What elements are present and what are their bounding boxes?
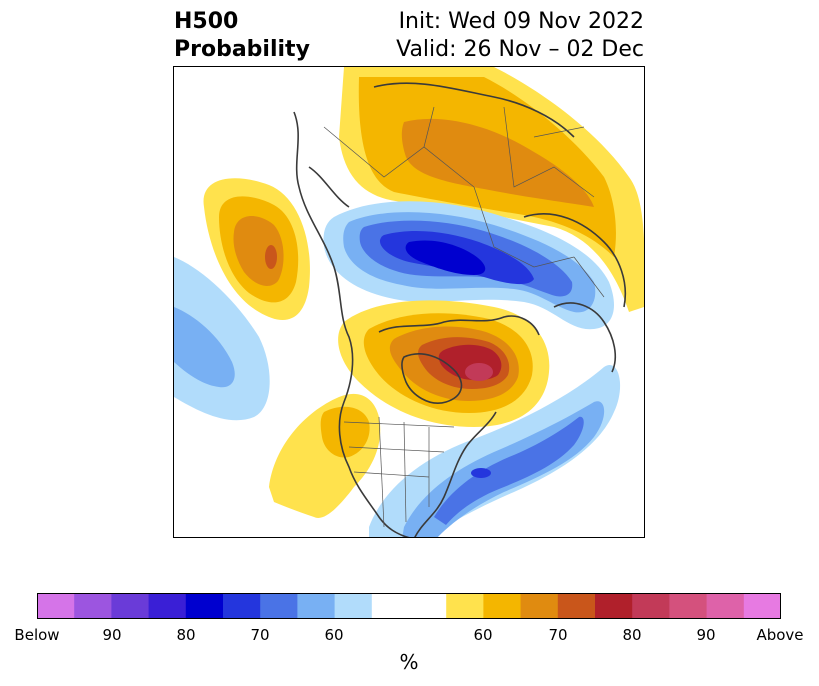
tick-label-below-60: 60	[324, 626, 344, 644]
colorbar-bin	[148, 593, 187, 619]
colorbar-outline	[37, 593, 781, 619]
forecast-dates: Init: Wed 09 Nov 2022 Valid: 26 Nov – 02…	[396, 8, 644, 64]
tick-label-below-70: 70	[250, 626, 270, 644]
subtropical-pacific-trough	[174, 257, 270, 421]
colorbar-bin	[446, 593, 484, 619]
colorbar-bin	[297, 593, 336, 619]
colorbar-bin	[371, 593, 447, 619]
tick-label-above-80: 80	[622, 626, 642, 644]
north-pacific-ridge	[203, 178, 310, 320]
colorbar-bin	[37, 593, 75, 619]
colorbar-unit: %	[399, 650, 419, 674]
state-borders	[323, 106, 605, 528]
tick-label-below-90: 90	[102, 626, 122, 644]
colorbar-bin	[185, 593, 224, 619]
tick-label-below: Below	[14, 626, 60, 644]
colorbar-cells	[37, 593, 781, 619]
colorbar-bin	[520, 593, 559, 619]
map-canvas	[174, 67, 644, 537]
colorbar-bin	[111, 593, 150, 619]
colorbar-bin	[334, 593, 373, 619]
colorbar-bin	[669, 593, 708, 619]
tick-label-above: Above	[756, 626, 804, 644]
colorbar-bin	[223, 593, 261, 619]
tick-label-below-80: 80	[176, 626, 196, 644]
western-us-ridge	[269, 393, 381, 518]
valid-date: Valid: 26 Nov – 02 Dec	[396, 37, 644, 62]
colorbar-bin	[595, 593, 633, 619]
western-atlantic-trough	[369, 365, 621, 537]
colorbar-bin	[483, 593, 522, 619]
colorbar-bin	[706, 593, 745, 619]
tick-label-above-60: 60	[473, 626, 493, 644]
init-date: Init: Wed 09 Nov 2022	[398, 9, 644, 34]
colorbar	[37, 593, 781, 619]
probability-map	[173, 66, 645, 538]
title-variable: H500	[174, 9, 239, 34]
colorbar-bin	[743, 593, 781, 619]
arctic-ridge	[339, 67, 644, 312]
map-title: H500 Probability	[174, 8, 310, 64]
colorbar-bin	[74, 593, 112, 619]
title-product: Probability	[174, 37, 310, 62]
colorbar-bin	[260, 593, 298, 619]
coastlines	[293, 82, 627, 537]
colorbar-bin	[557, 593, 596, 619]
colorbar-bin	[632, 593, 670, 619]
tick-label-above-70: 70	[548, 626, 568, 644]
polar-trough	[323, 201, 614, 330]
colorbar-tick-labels: Below 90 80 70 60 60 70 80 90 Above	[0, 626, 819, 646]
tick-label-above-90: 90	[696, 626, 716, 644]
